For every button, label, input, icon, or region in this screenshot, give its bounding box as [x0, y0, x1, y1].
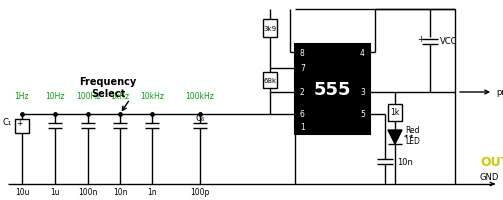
Text: 1n: 1n — [147, 188, 157, 197]
Bar — [15, 119, 29, 133]
Bar — [388, 104, 402, 121]
Text: 6: 6 — [300, 110, 305, 119]
Text: Red
LED: Red LED — [405, 126, 420, 145]
Text: 10n: 10n — [397, 158, 413, 167]
Text: +: + — [417, 34, 424, 43]
Text: 10Hz: 10Hz — [45, 92, 65, 101]
Text: 1kHz: 1kHz — [111, 92, 130, 101]
Text: 4: 4 — [360, 48, 365, 57]
Text: 1k: 1k — [390, 108, 399, 117]
Text: 10kHz: 10kHz — [140, 92, 164, 101]
Text: 100p: 100p — [190, 188, 210, 197]
Text: GND: GND — [480, 173, 499, 182]
Text: 555: 555 — [313, 81, 351, 99]
Bar — [263, 20, 277, 38]
Text: +: + — [16, 119, 22, 128]
Text: VCC: VCC — [440, 37, 458, 46]
Polygon shape — [388, 130, 402, 144]
Text: probe: probe — [496, 88, 503, 97]
Bar — [263, 73, 277, 89]
Text: 10u: 10u — [15, 188, 29, 197]
Text: 100Hz: 100Hz — [76, 92, 100, 101]
Text: 1Hz: 1Hz — [15, 92, 29, 101]
Text: 3k9: 3k9 — [264, 26, 277, 32]
Text: C₁: C₁ — [3, 118, 12, 127]
Text: 1: 1 — [300, 122, 305, 131]
Text: 1u: 1u — [50, 188, 60, 197]
Text: 100kHz: 100kHz — [186, 92, 214, 101]
Text: 3: 3 — [360, 88, 365, 97]
Text: OUT: OUT — [480, 156, 503, 169]
Text: 5: 5 — [360, 110, 365, 119]
Text: 8: 8 — [300, 48, 305, 57]
Text: 7: 7 — [300, 64, 305, 73]
Text: 68k: 68k — [264, 78, 277, 84]
Text: C₆: C₆ — [195, 114, 205, 123]
Text: 10n: 10n — [113, 188, 127, 197]
Bar — [295, 45, 370, 134]
Text: 2: 2 — [300, 88, 305, 97]
Text: Frequency
Select: Frequency Select — [79, 77, 137, 98]
Text: 100n: 100n — [78, 188, 98, 197]
